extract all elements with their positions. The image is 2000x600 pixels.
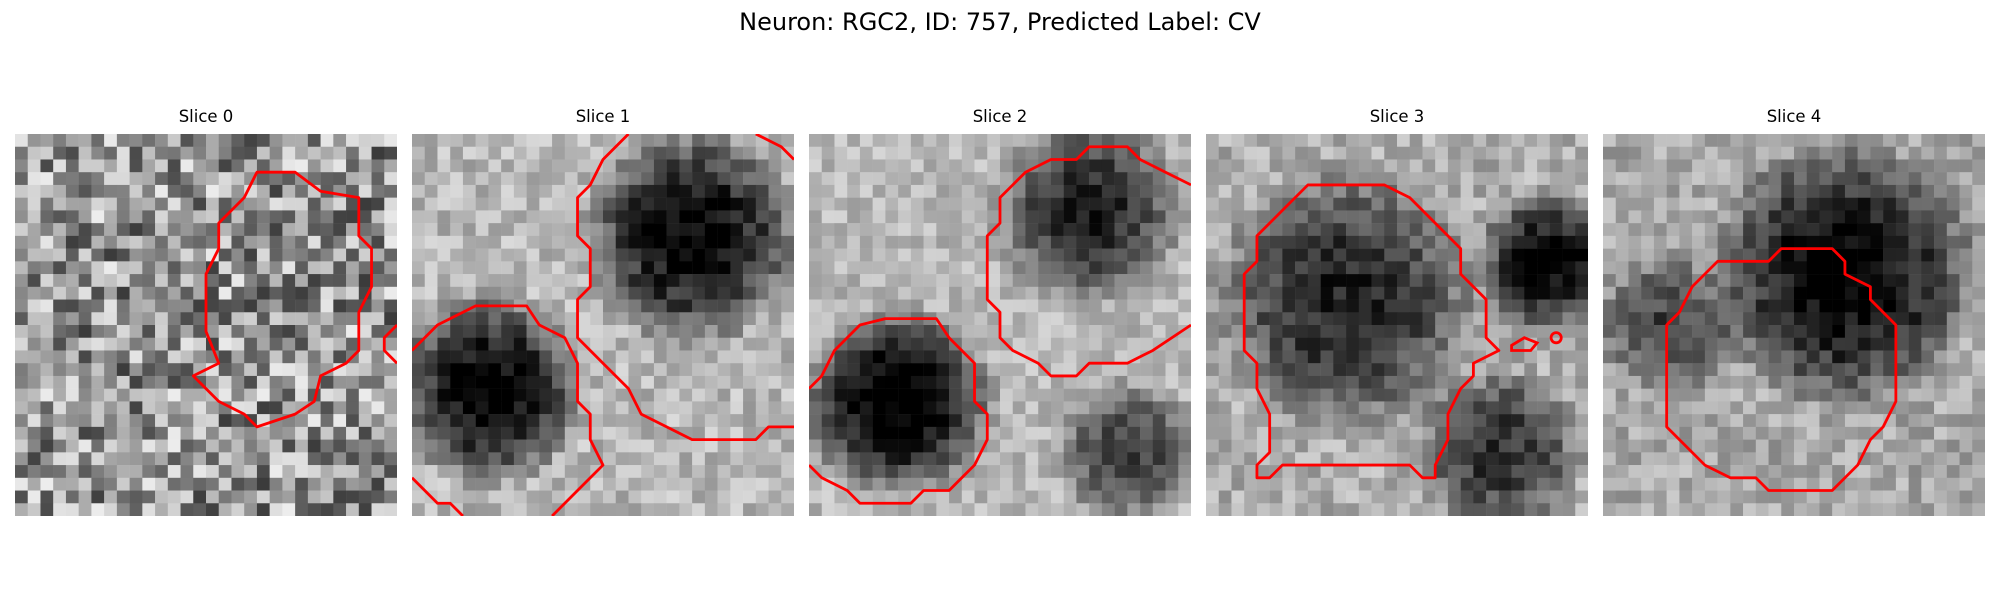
slice-title-2: Slice 2 bbox=[972, 107, 1028, 126]
grayscale-pixel-grid bbox=[809, 134, 1191, 516]
slice-title-3: Slice 3 bbox=[1369, 107, 1425, 126]
segmentation-contour-2b bbox=[809, 317, 989, 505]
slice-panel-2: Slice 2 bbox=[809, 106, 1191, 516]
slice-image-3 bbox=[1206, 134, 1588, 516]
slice-image-0 bbox=[15, 134, 397, 516]
grayscale-pixel-grid bbox=[1206, 134, 1588, 516]
slice-title-1: Slice 1 bbox=[575, 107, 631, 126]
segmentation-contour-1c bbox=[412, 304, 605, 516]
segmentation-contour-4 bbox=[1665, 247, 1898, 492]
segmentation-contour-3b bbox=[1510, 336, 1540, 352]
segmentation-contour-2a bbox=[985, 145, 1191, 378]
slice-panel-3: Slice 3 bbox=[1206, 106, 1588, 516]
slice-panel-0: Slice 0 bbox=[15, 106, 397, 516]
slice-panel-1: Slice 1 bbox=[412, 106, 794, 516]
slice-title-4: Slice 4 bbox=[1766, 107, 1822, 126]
segmentation-contour-3c bbox=[1549, 331, 1563, 345]
segmentation-contour-1b bbox=[755, 134, 794, 161]
segmentation-contour-0b bbox=[382, 324, 397, 365]
grayscale-pixel-grid bbox=[1603, 134, 1985, 516]
slice-image-4 bbox=[1603, 134, 1985, 516]
segmentation-contour-1a bbox=[576, 134, 794, 442]
figure-title: Neuron: RGC2, ID: 757, Predicted Label: … bbox=[739, 8, 1261, 36]
segmentation-contour-0 bbox=[191, 170, 373, 429]
slice-image-1 bbox=[412, 134, 794, 516]
slice-title-0: Slice 0 bbox=[178, 107, 234, 126]
segmentation-contour-1d bbox=[412, 476, 464, 516]
grayscale-pixel-grid bbox=[412, 134, 794, 516]
slice-panel-4: Slice 4 bbox=[1603, 106, 1985, 516]
grayscale-pixel-grid bbox=[15, 134, 397, 516]
segmentation-contour-3a bbox=[1242, 183, 1501, 480]
slice-image-2 bbox=[809, 134, 1191, 516]
